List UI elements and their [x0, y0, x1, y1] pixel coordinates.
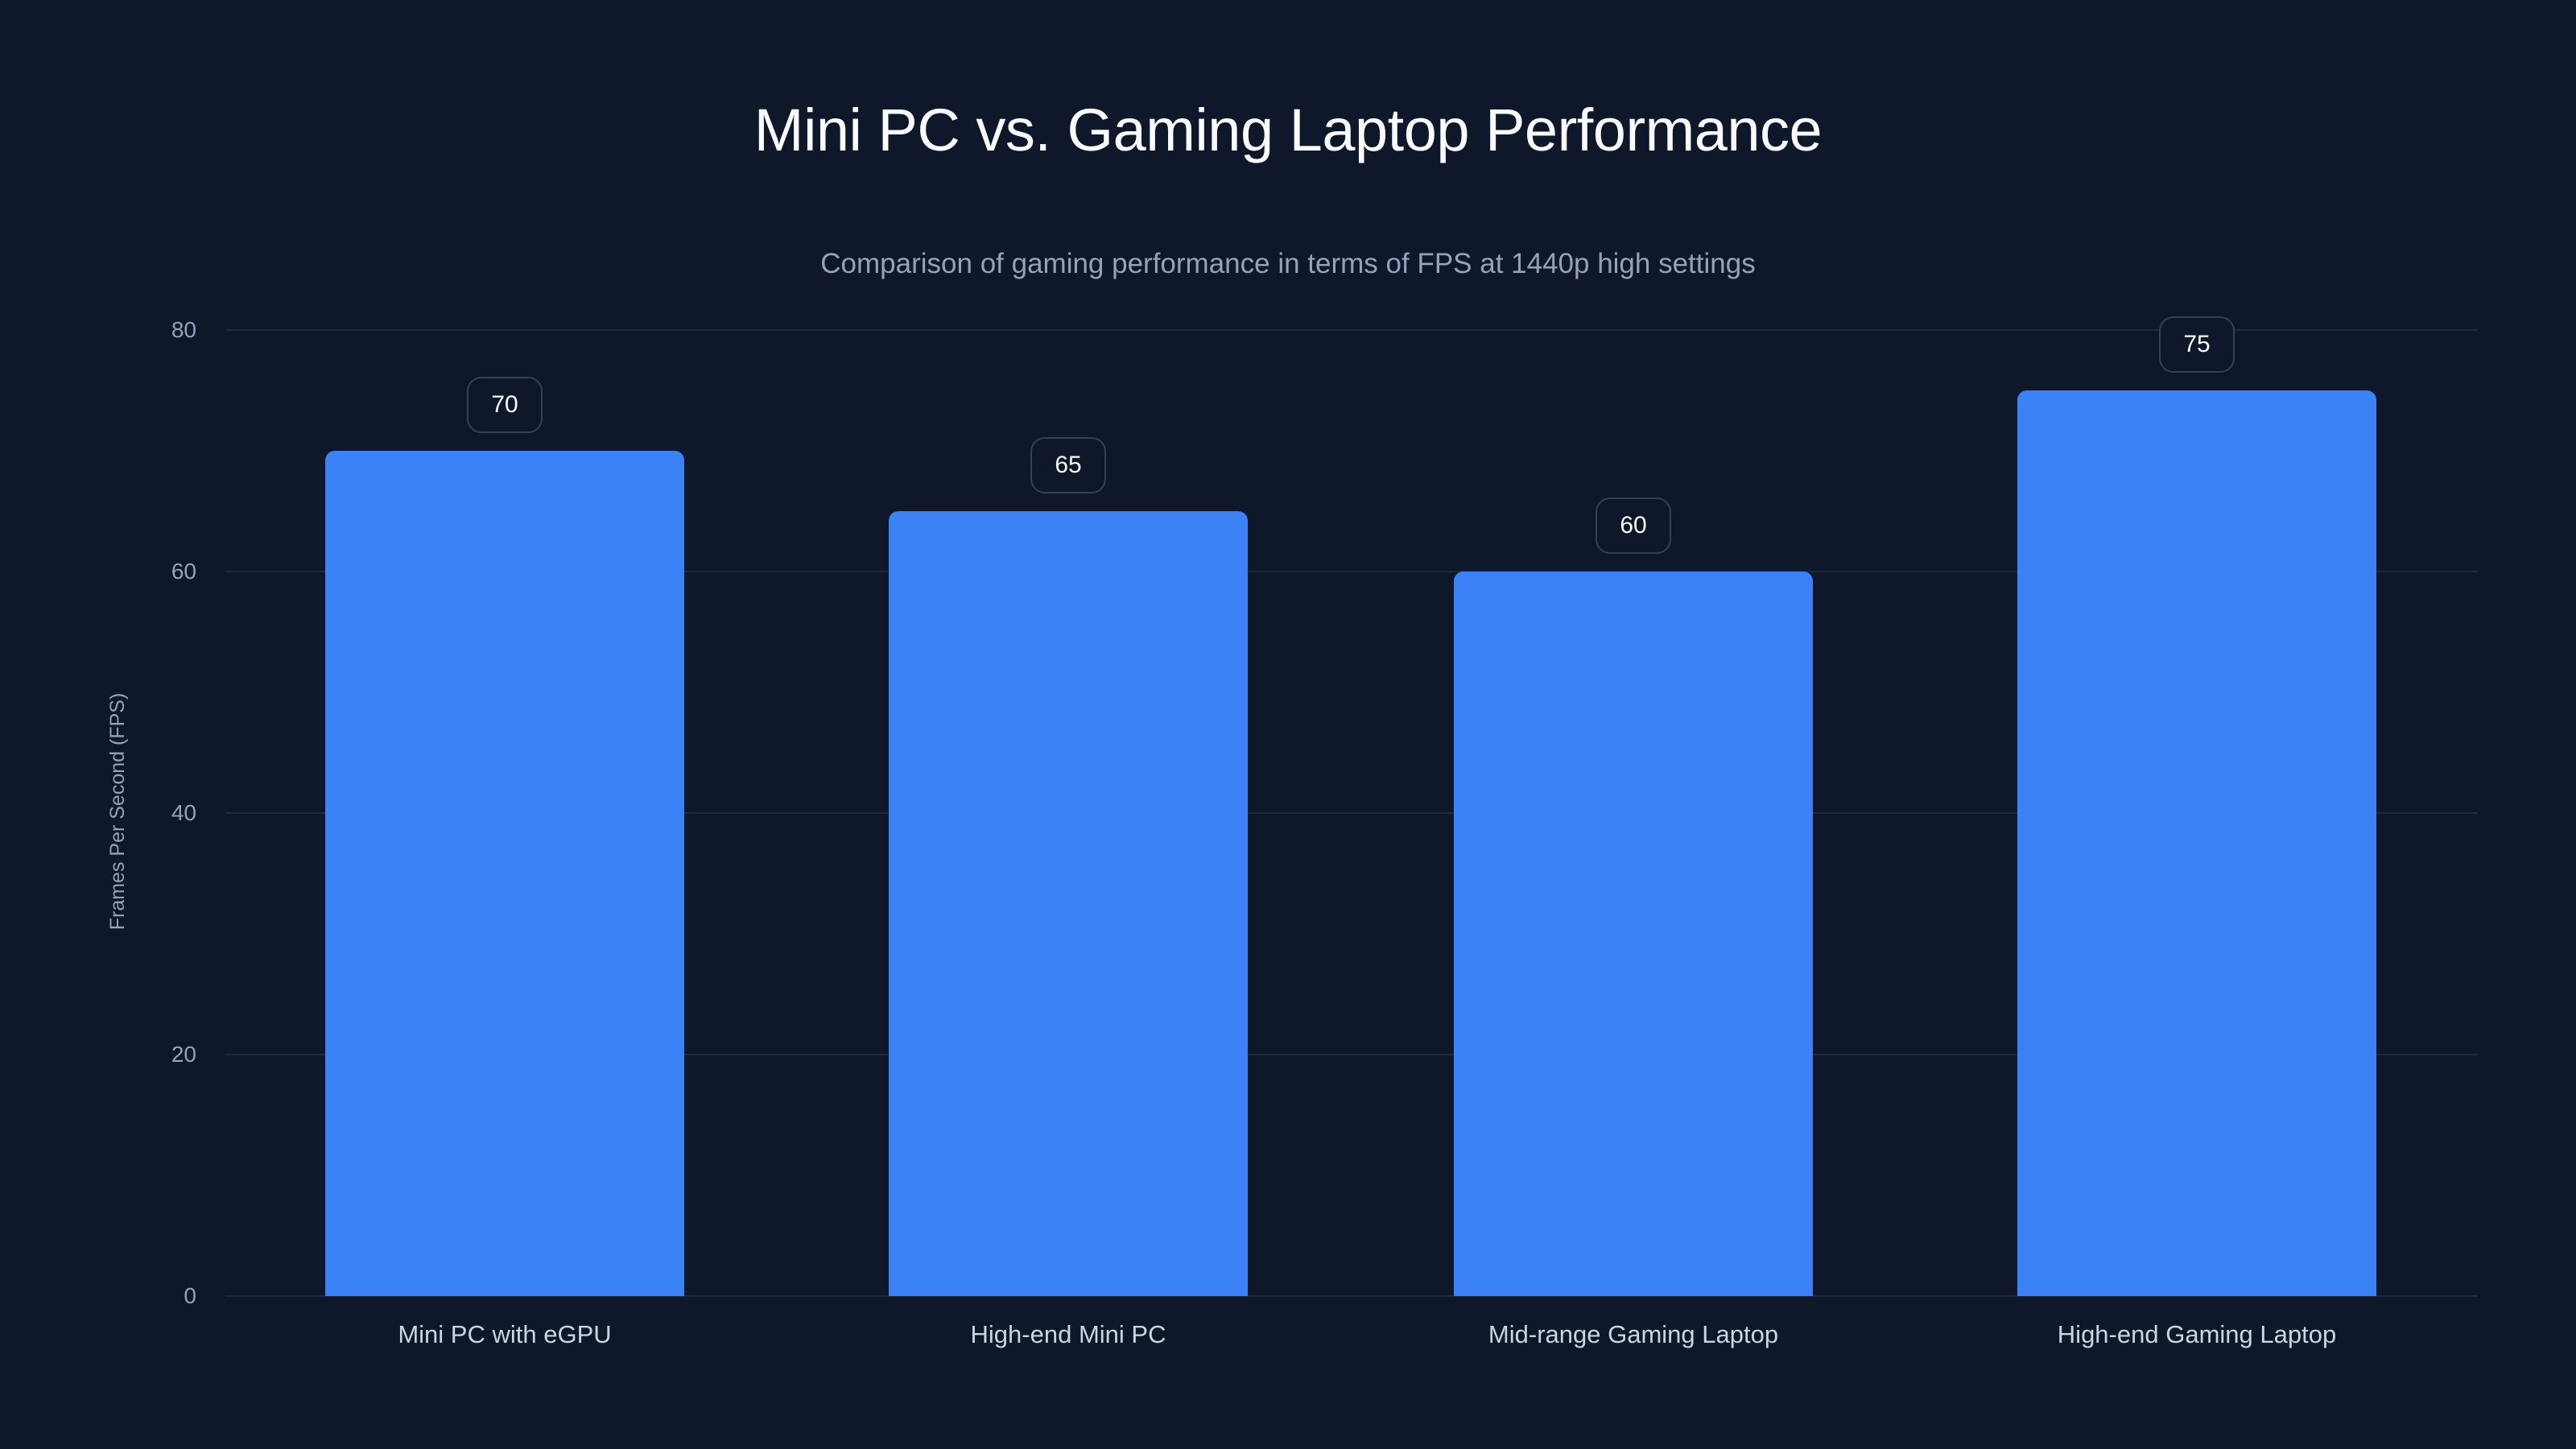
chart-subtitle: Comparison of gaming performance in term…: [820, 248, 1756, 279]
x-tick-label: High-end Mini PC: [970, 1320, 1166, 1348]
bar-high-end-gaming-laptop[interactable]: [2017, 390, 2376, 1296]
bar-mid-range-gaming-laptop[interactable]: [1454, 572, 1813, 1296]
plot-area: 80 60 40 20 0 70 65 60 75: [171, 316, 2478, 1308]
gridline-40: [225, 812, 2478, 814]
bar-mini-pc-egpu[interactable]: [325, 451, 684, 1296]
value-label: 70: [467, 377, 543, 433]
y-tick-label: 80: [171, 317, 196, 342]
y-tick-label: 20: [171, 1042, 196, 1067]
value-label: 75: [2159, 316, 2235, 373]
bar-high-end-mini-pc[interactable]: [889, 511, 1248, 1296]
value-label: 65: [1030, 437, 1106, 493]
x-tick-label: Mini PC with eGPU: [398, 1320, 612, 1348]
y-tick-label: 0: [184, 1283, 196, 1308]
gridline-0: [225, 1295, 2478, 1297]
value-label: 60: [1596, 497, 1671, 554]
gridline-20: [225, 1054, 2478, 1055]
x-tick-label: Mid-range Gaming Laptop: [1488, 1320, 1779, 1348]
gridline-60: [225, 571, 2478, 572]
x-tick-label: High-end Gaming Laptop: [2057, 1320, 2337, 1348]
gridline-80: [225, 329, 2478, 331]
chart-title: Mini PC vs. Gaming Laptop Performance: [753, 97, 1823, 163]
y-tick-label: 60: [171, 559, 196, 584]
y-tick-label: 40: [171, 800, 196, 825]
